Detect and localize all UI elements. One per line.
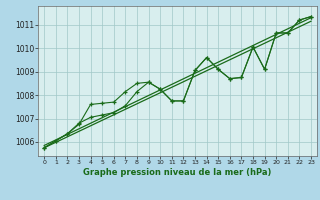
X-axis label: Graphe pression niveau de la mer (hPa): Graphe pression niveau de la mer (hPa): [84, 168, 272, 177]
